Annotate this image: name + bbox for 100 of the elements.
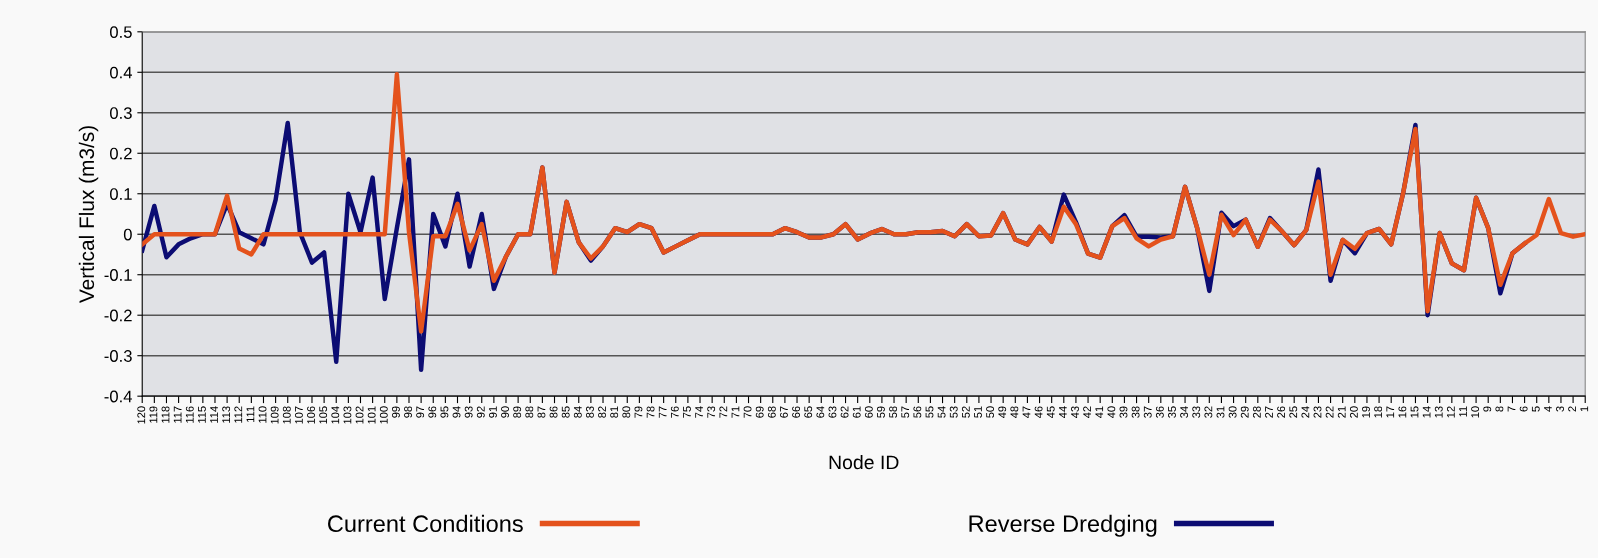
x-tick-label: 57 xyxy=(901,406,910,418)
legend-label: Current Conditions xyxy=(328,514,523,533)
x-tick-label: 38 xyxy=(1131,406,1140,418)
x-tick-label: 83 xyxy=(586,406,594,418)
x-tick-label: 112 xyxy=(234,406,243,423)
x-tick-label: 2 xyxy=(1568,406,1576,412)
x-tick-label: 86 xyxy=(549,406,558,418)
x-tick-label: 41 xyxy=(1095,406,1104,418)
x-tick-label: 18 xyxy=(1374,406,1383,418)
x-tick-label: 85 xyxy=(561,406,570,418)
x-tick-label: 101 xyxy=(367,406,376,424)
x-tick-label: 107 xyxy=(294,406,303,424)
x-tick-label: 7 xyxy=(1507,406,1516,412)
x-tick-label: 21 xyxy=(1337,406,1346,418)
x-tick-label: 17 xyxy=(1386,406,1395,418)
y-tick-label: -0.1 xyxy=(104,269,132,281)
x-tick-label: 120 xyxy=(137,406,146,424)
x-tick-label: 98 xyxy=(404,406,412,418)
x-tick-label: 100 xyxy=(379,406,388,424)
x-tick-label: 42 xyxy=(1083,406,1091,418)
x-tick-label: 115 xyxy=(198,406,206,423)
x-tick-label: 103 xyxy=(343,406,352,424)
x-tick-label: 15 xyxy=(1410,406,1419,418)
x-tick-label: 60 xyxy=(864,406,873,418)
x-tick-label: 29 xyxy=(1240,406,1249,418)
x-tick-label: 109 xyxy=(270,406,279,424)
x-tick-label: 75 xyxy=(683,406,691,418)
x-tick-label: 45 xyxy=(1046,406,1055,418)
x-tick-label: 35 xyxy=(1168,406,1176,418)
x-tick-label: 91 xyxy=(488,406,497,418)
x-tick-label: 84 xyxy=(573,406,582,418)
x-tick-label: 77 xyxy=(658,406,667,418)
x-tick-label: 49 xyxy=(998,406,1007,418)
x-tick-label: 16 xyxy=(1398,406,1407,418)
x-tick-label: 44 xyxy=(1059,406,1067,418)
x-tick-label: 69 xyxy=(755,406,764,418)
x-tick-label: 59 xyxy=(877,406,885,418)
y-axis-title: Vertical Flux (m3/s) xyxy=(78,126,99,304)
x-tick-label: 3 xyxy=(1556,406,1564,412)
x-tick-label: 73 xyxy=(707,406,716,418)
x-tick-label: 89 xyxy=(513,406,522,418)
x-tick-label: 63 xyxy=(828,406,837,418)
x-tick-label: 48 xyxy=(1010,406,1019,418)
x-tick-label: 92 xyxy=(476,406,485,418)
x-tick-label: 40 xyxy=(1107,406,1116,418)
x-tick-label: 8 xyxy=(1495,406,1504,412)
x-tick-label: 99 xyxy=(391,406,400,418)
x-tick-label: 5 xyxy=(1531,406,1540,412)
x-tick-label: 31 xyxy=(1216,406,1225,418)
x-tick-label: 50 xyxy=(986,406,995,418)
x-tick-label: 102 xyxy=(355,406,364,424)
x-tick-label: 46 xyxy=(1034,406,1043,418)
x-tick-label: 90 xyxy=(501,406,509,418)
x-tick-label: 37 xyxy=(1143,406,1152,418)
x-tick-label: 11 xyxy=(1459,406,1467,417)
x-tick-label: 47 xyxy=(1022,406,1031,418)
x-tick-label: 13 xyxy=(1434,406,1443,418)
x-tick-label: 32 xyxy=(1204,406,1213,418)
x-tick-label: 76 xyxy=(670,406,679,418)
x-tick-label: 82 xyxy=(598,406,606,418)
x-tick-label: 111 xyxy=(246,406,255,422)
x-tick-label: 10 xyxy=(1471,406,1480,418)
y-tick-label: 0.4 xyxy=(109,66,133,79)
x-tick-label: 34 xyxy=(1180,406,1189,418)
y-tick-label: -0.3 xyxy=(104,350,132,362)
x-tick-label: 39 xyxy=(1119,406,1128,418)
x-tick-label: 94 xyxy=(452,406,461,418)
x-tick-label: 119 xyxy=(149,406,158,423)
x-tick-label: 114 xyxy=(210,406,218,423)
x-tick-label: 9 xyxy=(1483,406,1492,412)
x-tick-label: 36 xyxy=(1155,406,1164,418)
x-tick-label: 93 xyxy=(464,406,473,418)
x-tick-label: 14 xyxy=(1422,406,1431,418)
x-tick-label: 65 xyxy=(804,406,813,418)
line-series xyxy=(142,72,1586,334)
x-tick-label: 51 xyxy=(974,406,982,418)
x-axis-title: Node ID xyxy=(829,454,899,470)
x-tick-label: 105 xyxy=(319,406,328,424)
x-tick-label: 96 xyxy=(428,406,437,418)
x-tick-label: 117 xyxy=(173,406,182,423)
x-tick-label: 74 xyxy=(695,406,703,418)
x-tick-label: 19 xyxy=(1362,406,1370,418)
x-tick-label: 87 xyxy=(537,406,546,418)
x-tick-label: 56 xyxy=(913,406,922,418)
x-tick-label: 23 xyxy=(1313,406,1322,418)
y-tick-label: 0.3 xyxy=(109,107,132,119)
x-tick-label: 67 xyxy=(780,406,788,418)
x-tick-label: 27 xyxy=(1265,406,1273,418)
x-tick-label: 72 xyxy=(719,406,728,418)
x-tick-label: 79 xyxy=(634,406,643,418)
x-tick-label: 24 xyxy=(1301,406,1310,418)
x-tick-label: 22 xyxy=(1325,406,1334,418)
x-tick-label: 62 xyxy=(840,406,849,418)
y-tick-label: 0.5 xyxy=(109,26,132,39)
x-tick-label: 58 xyxy=(889,406,898,418)
x-tick-label: 110 xyxy=(258,406,267,423)
x-tick-label: 12 xyxy=(1446,406,1455,418)
x-tick-label: 30 xyxy=(1228,406,1237,418)
y-tick-label: -0.2 xyxy=(104,309,132,322)
x-tick-label: 1 xyxy=(1580,406,1589,412)
